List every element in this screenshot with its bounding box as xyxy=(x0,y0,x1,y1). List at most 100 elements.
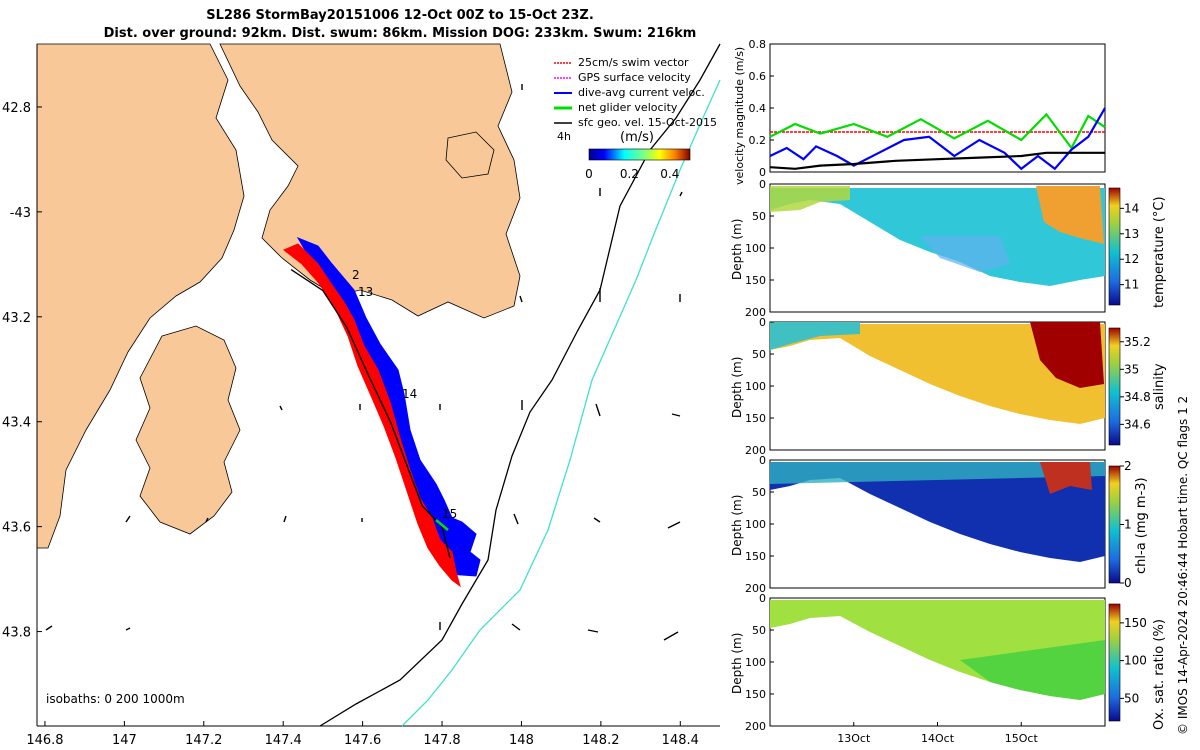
geo-vector xyxy=(125,515,131,523)
map-panel: 2 13 14 15 xyxy=(2,43,721,748)
oxygen-x-ticks: 13Oct 14Oct 15Oct xyxy=(837,722,1038,745)
oxygen-clabel: Ox. sat. ratio (%) xyxy=(1152,619,1167,730)
legend-label-gps: GPS surface velocity xyxy=(578,71,691,84)
geo-vector xyxy=(667,521,681,529)
velocity-y-ticks: 0 0.2 0.4 0.6 0.8 xyxy=(749,38,774,179)
map-y-tick-label: 43.6 xyxy=(2,521,31,536)
depth-y-tick-label: 150 xyxy=(745,412,766,425)
geo-vector xyxy=(205,517,209,523)
salinity-y-ticks: 0 50 100 150 200 xyxy=(745,316,774,457)
depth-y-tick-label: 200 xyxy=(745,306,766,319)
colorbar-tick-label: 34.8 xyxy=(1124,390,1151,404)
depth-y-tick-label: 150 xyxy=(745,550,766,563)
velocity-y-tick-label: 0.6 xyxy=(749,70,767,83)
salinity-ylabel: Depth (m) xyxy=(730,357,744,418)
speed-colorbar xyxy=(588,148,691,161)
track-day-label-15: 15 xyxy=(442,507,457,521)
velocity-series-line xyxy=(769,151,1105,170)
velocity-y-tick-label: 0.4 xyxy=(749,102,767,115)
depth-y-tick-label: 0 xyxy=(759,454,766,467)
depth-y-tick-label: 0 xyxy=(759,316,766,329)
oxygen-y-ticks: 0 50 100 150 200 xyxy=(745,592,774,733)
legend-label-swim: 25cm/s swim vector xyxy=(578,56,689,69)
map-legend: 25cm/s swim vector GPS surface velocity … xyxy=(554,56,717,181)
depth-y-tick-label: 150 xyxy=(745,274,766,287)
depth-y-tick-label: 100 xyxy=(745,656,766,669)
legend-label-net: net glider velocity xyxy=(578,101,678,114)
geo-vector xyxy=(279,405,283,411)
net-velocity-arrow xyxy=(435,519,449,531)
speed-colorbar-tick-label: 0.4 xyxy=(660,167,679,181)
depth-y-tick-label: 200 xyxy=(745,720,766,733)
map-x-tick-label: 148.2 xyxy=(582,733,619,748)
temperature-blue-patch xyxy=(920,236,1010,272)
depth-y-tick-label: 50 xyxy=(752,624,766,637)
legend-label-geo: sfc geo. vel. 15-Oct-2015 xyxy=(578,116,717,129)
temperature-y-ticks: 0 50 100 150 200 xyxy=(745,178,774,319)
colorbar-tick-label: 2 xyxy=(1124,459,1132,473)
velocity-y-tick-label: 0.8 xyxy=(749,38,767,51)
map-y-tick-label: -43 xyxy=(10,206,31,221)
map-y-tick-label: 43.2 xyxy=(2,311,31,326)
track-red-swim xyxy=(283,243,461,588)
salinity-field xyxy=(770,324,1105,424)
chlorophyll-ylabel: Depth (m) xyxy=(730,495,744,556)
geo-vector xyxy=(125,627,131,631)
geo-vector xyxy=(511,623,521,631)
colorbar-tick-label: 100 xyxy=(1124,654,1147,668)
colorbar-tick-label: 35.2 xyxy=(1124,335,1151,349)
salinity-clabel: salinity xyxy=(1152,363,1167,410)
geo-vector xyxy=(663,631,679,641)
figure-title-line1: SL286 StormBay20151006 12-Oct 00Z to 15-… xyxy=(206,8,594,23)
isobath-1000 xyxy=(401,79,721,727)
chlorophyll-y-ticks: 0 50 100 150 200 xyxy=(745,454,774,595)
temperature-panel: 0 50 100 150 200 Depth (m) 11 12 13 14 temperat… xyxy=(730,178,1167,319)
colorbar-tick-label: 150 xyxy=(1124,616,1147,630)
chlorophyll-bloom-patch xyxy=(1040,462,1092,494)
colorbar-tick-label: 50 xyxy=(1124,691,1139,705)
colorbar-tick-label: 1 xyxy=(1124,518,1132,532)
speed-colorbar-tick-label: 0 xyxy=(585,167,593,181)
chlorophyll-field xyxy=(770,462,1105,562)
map-x-ticks: 146.8 147 147.2 147.4 147.6 147.8 148 148.2 148.… xyxy=(26,721,699,748)
map-x-tick-label: 148 xyxy=(509,733,534,748)
colorbar-tick-label: 0 xyxy=(1124,576,1132,590)
velocity-series xyxy=(769,107,1106,171)
colorbar-tick-label: 11 xyxy=(1124,278,1139,292)
oxygen-ylabel: Depth (m) xyxy=(730,633,744,694)
temperature-warm-patch xyxy=(1036,186,1104,244)
geo-vector xyxy=(595,403,601,417)
legend-label-dive: dive-avg current veloc. xyxy=(578,86,705,99)
land-west xyxy=(36,43,245,549)
temperature-clabel: temperature (°C) xyxy=(1152,196,1167,308)
geo-vector xyxy=(593,517,601,523)
map-x-tick-label: 146.8 xyxy=(26,733,63,748)
time-x-tick-label: 14Oct xyxy=(921,732,955,745)
time-x-tick-label: 15Oct xyxy=(1005,732,1039,745)
salinity-colorbar-ticks: 34.6 34.8 35 35.2 xyxy=(1120,335,1151,431)
velocity-series-line xyxy=(769,107,1106,171)
map-x-tick-label: 148.4 xyxy=(662,733,699,748)
map-y-tick-label: 42.8 xyxy=(2,101,31,116)
map-x-tick-label: 147 xyxy=(112,733,137,748)
temperature-warm-surface xyxy=(770,186,850,212)
velocity-panel: 0 0.2 0.4 0.6 0.8 velocity magnitude (m/s) xyxy=(733,38,1106,185)
glider-track-line xyxy=(290,269,451,559)
salinity-panel: 0 50 100 150 200 Depth (m) 34.6 34.8 35 35.2 sa… xyxy=(730,316,1167,457)
depth-y-tick-label: 100 xyxy=(745,518,766,531)
depth-y-tick-label: 50 xyxy=(752,348,766,361)
velocity-ylabel: velocity magnitude (m/s) xyxy=(733,47,746,185)
colorbar-tick-label: 35 xyxy=(1124,362,1139,376)
salinity-high-patch xyxy=(1030,322,1104,388)
chlorophyll-panel: 0 50 100 150 200 Depth (m) 0 1 2 chl-a (mg m-3… xyxy=(730,454,1149,595)
temperature-ylabel: Depth (m) xyxy=(730,219,744,280)
geo-vector xyxy=(513,513,519,525)
geo-vector xyxy=(283,515,287,523)
map-x-tick-label: 147.8 xyxy=(423,733,460,748)
time-x-tick-label: 13Oct xyxy=(837,732,871,745)
map-x-tick-label: 147.2 xyxy=(185,733,222,748)
geo-vector xyxy=(519,295,523,303)
geo-vector xyxy=(671,413,681,417)
track-day-label-2: 2 xyxy=(352,268,360,282)
